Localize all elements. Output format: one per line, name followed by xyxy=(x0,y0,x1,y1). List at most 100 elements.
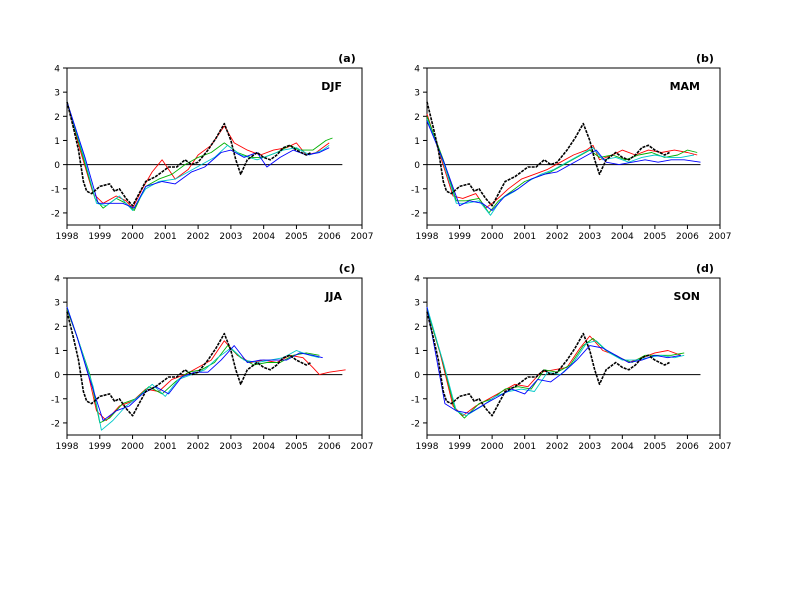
x-tick-label: 2007 xyxy=(709,232,732,242)
season-label: JJA xyxy=(324,290,342,303)
y-tick-label: 3 xyxy=(414,299,420,309)
x-tick-label: 2004 xyxy=(252,232,275,242)
y-tick-label: -2 xyxy=(411,419,420,429)
x-tick-label: 2003 xyxy=(578,232,601,242)
x-tick-label: 2005 xyxy=(643,232,666,242)
y-tick-label: -2 xyxy=(411,209,420,219)
x-tick-label: 2003 xyxy=(219,442,242,452)
red-forecast-line xyxy=(66,309,346,421)
x-tick-label: 2004 xyxy=(611,442,634,452)
x-tick-label: 2007 xyxy=(351,232,374,242)
y-tick-label: 1 xyxy=(54,347,60,357)
plot-frame xyxy=(66,277,363,436)
panel-d: -2 -1 0 1 2 3 4 1998 1999 2000 2001 2002 2003 2004 200… xyxy=(411,262,731,452)
plot-frame xyxy=(426,67,721,226)
observed-line xyxy=(66,101,312,207)
blue-forecast-line xyxy=(426,120,701,211)
x-tick-label: 2004 xyxy=(611,232,634,242)
y-tick-label: 4 xyxy=(54,275,60,285)
green-forecast-line xyxy=(426,309,685,419)
blue-forecast-line xyxy=(66,101,330,209)
cyan-forecast-line xyxy=(66,101,330,211)
observed-line xyxy=(426,311,670,417)
observed-line xyxy=(426,101,670,207)
panel-label: (c) xyxy=(339,262,356,275)
x-tick-label: 2006 xyxy=(318,232,341,242)
cyan-forecast-line xyxy=(426,306,685,417)
season-label: MAM xyxy=(670,80,700,93)
x-tick-label: 2007 xyxy=(709,442,732,452)
x-tick-label: 2005 xyxy=(285,232,308,242)
x-tick-label: 2005 xyxy=(643,442,666,452)
x-tick-label: 1999 xyxy=(448,442,471,452)
y-tick-label: 1 xyxy=(414,347,420,357)
x-tick-label: 2006 xyxy=(676,442,699,452)
panel-label: (d) xyxy=(696,262,714,275)
x-tick-label: 2002 xyxy=(187,232,210,242)
x-tick-label: 2005 xyxy=(285,442,308,452)
y-tick-label: 3 xyxy=(54,89,60,99)
x-tick-label: 1999 xyxy=(448,232,471,242)
observed-line xyxy=(66,311,312,417)
y-tick-label: 0 xyxy=(414,371,420,381)
y-tick-label: 4 xyxy=(54,65,60,75)
x-tick-label: 1998 xyxy=(416,232,439,242)
x-tick-label: 2002 xyxy=(546,442,569,452)
x-tick-label: 2007 xyxy=(351,442,374,452)
y-tick-label: 3 xyxy=(54,299,60,309)
panel-label: (b) xyxy=(696,52,714,65)
y-tick-label: 3 xyxy=(414,89,420,99)
x-tick-label: 2000 xyxy=(121,442,144,452)
y-tick-label: 0 xyxy=(54,161,60,171)
x-tick-label: 2003 xyxy=(219,232,242,242)
x-tick-label: 2001 xyxy=(154,442,177,452)
x-tick-label: 2000 xyxy=(121,232,144,242)
x-tick-label: 2003 xyxy=(578,442,601,452)
x-tick-label: 1998 xyxy=(416,442,439,452)
green-forecast-line xyxy=(66,101,333,211)
plot-frame xyxy=(426,277,721,436)
x-tick-label: 2001 xyxy=(513,442,536,452)
cyan-forecast-line xyxy=(426,118,695,216)
y-tick-label: -2 xyxy=(51,209,60,219)
season-label: SON xyxy=(674,290,700,303)
green-forecast-line xyxy=(66,309,320,424)
x-tick-label: 2000 xyxy=(481,232,504,242)
panel-b: -2 -1 0 1 2 3 4 1998 1999 2000 2001 2002 2003 2004 200… xyxy=(411,52,731,242)
panel-label: (a) xyxy=(338,52,355,65)
season-label: DJF xyxy=(321,80,342,93)
red-forecast-line xyxy=(66,101,330,209)
y-tick-label: 4 xyxy=(414,275,420,285)
cyan-forecast-line xyxy=(66,306,320,431)
y-tick-label: 2 xyxy=(54,113,60,123)
y-tick-label: 0 xyxy=(54,371,60,381)
x-tick-label: 2002 xyxy=(187,442,210,452)
x-tick-label: 1998 xyxy=(56,232,79,242)
panel-a: -2 -1 0 1 2 3 4 1998 1999 2000 2001 2002 2003 2004 200… xyxy=(51,52,373,242)
red-forecast-line xyxy=(426,113,698,209)
blue-forecast-line xyxy=(426,306,681,414)
red-forecast-line xyxy=(426,309,682,417)
x-tick-label: 2002 xyxy=(546,232,569,242)
x-tick-label: 1998 xyxy=(56,442,79,452)
y-tick-label: 0 xyxy=(414,161,420,171)
blue-forecast-line xyxy=(66,306,323,421)
x-tick-label: 1999 xyxy=(88,442,111,452)
x-tick-label: 2006 xyxy=(318,442,341,452)
y-tick-label: -2 xyxy=(51,419,60,429)
x-tick-label: 2006 xyxy=(676,232,699,242)
y-tick-label: -1 xyxy=(411,185,420,195)
y-tick-label: 2 xyxy=(414,323,420,333)
x-tick-label: 2000 xyxy=(481,442,504,452)
y-tick-label: 2 xyxy=(414,113,420,123)
y-tick-label: -1 xyxy=(51,395,60,405)
y-tick-label: 2 xyxy=(54,323,60,333)
green-forecast-line xyxy=(426,116,698,214)
y-tick-label: 1 xyxy=(414,137,420,147)
x-tick-label: 1999 xyxy=(88,232,111,242)
y-tick-label: 1 xyxy=(54,137,60,147)
x-tick-label: 2004 xyxy=(252,442,275,452)
x-tick-label: 2001 xyxy=(513,232,536,242)
y-tick-label: -1 xyxy=(51,185,60,195)
